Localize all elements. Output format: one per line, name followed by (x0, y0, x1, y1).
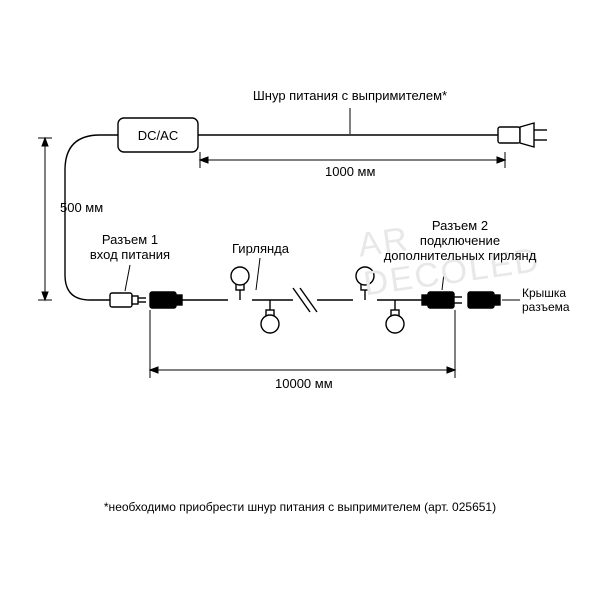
connector2-male-icon (422, 292, 462, 308)
dim-1000: 1000 мм (325, 164, 375, 179)
dim-500: 500 мм (60, 200, 103, 215)
bulb-icon (231, 267, 249, 300)
break-symbol-icon (293, 288, 317, 312)
footnote: *необходимо приобрести шнур питания с вы… (60, 500, 540, 514)
plug-icon (498, 123, 547, 147)
connector1-female-icon (150, 292, 182, 308)
bulb-icon (386, 300, 404, 333)
connector2-label: Разъем 2 подключение дополнительных гирл… (370, 218, 550, 263)
connector1-label: Разъем 1 вход питания (70, 232, 190, 262)
garland-label: Гирлянда (232, 241, 289, 256)
wiring-diagram: AR DECOLED (0, 0, 600, 600)
dcac-label: DC/AC (138, 128, 178, 143)
connector1-male-icon (110, 293, 146, 307)
cap-label: Крышка разъема (522, 286, 570, 314)
power-cord-label: Шнур питания с выпримителем* (230, 88, 470, 103)
dim-10000: 10000 мм (275, 376, 333, 391)
connector-cap-icon (468, 292, 500, 308)
bulb-icon (356, 267, 374, 300)
bulb-icon (261, 300, 279, 333)
